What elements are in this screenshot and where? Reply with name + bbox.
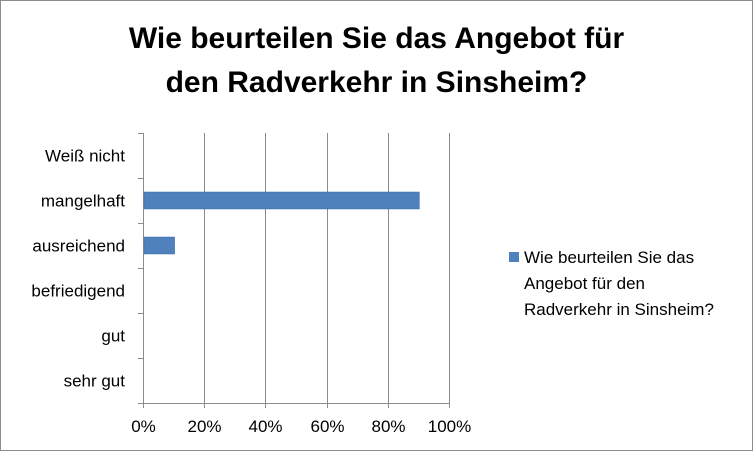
x-tick-label-0: 0%	[131, 417, 156, 436]
chart-legend: Wie beurteilen Sie das Angebot für den R…	[509, 245, 745, 323]
chart-title-line-1: Wie beurteilen Sie das Angebot für	[128, 22, 625, 55]
x-tick-label-2: 40%	[248, 417, 282, 436]
y-tick-label-0: Weiß nicht	[45, 147, 125, 166]
y-tick-label-4: gut	[101, 327, 125, 346]
y-tick-label-1: mangelhaft	[41, 192, 125, 211]
chart-title: Wie beurteilen Sie das Angebot für den R…	[1, 17, 752, 105]
legend-label: Wie beurteilen Sie das Angebot für den R…	[524, 248, 714, 319]
chart-title-line-2: den Radverkehr in Sinsheim?	[165, 66, 588, 99]
x-tick-label-3: 60%	[310, 417, 344, 436]
y-tick-label-5: sehr gut	[64, 372, 126, 391]
y-tick-label-2: ausreichend	[32, 237, 125, 256]
bar-2	[143, 236, 175, 255]
y-tick-label-3: befriedigend	[31, 282, 125, 301]
x-tick-label-5: 100%	[428, 417, 471, 436]
x-tick-label-1: 20%	[187, 417, 221, 436]
x-tick-label-4: 80%	[371, 417, 405, 436]
legend-swatch	[509, 252, 519, 262]
bar-1	[143, 191, 420, 210]
